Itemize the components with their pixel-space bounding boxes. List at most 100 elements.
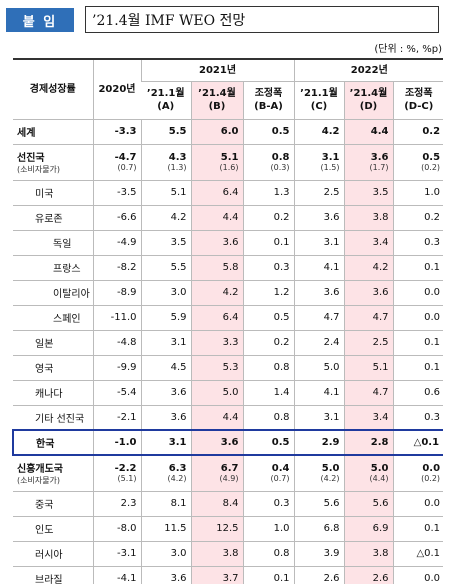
value-cell: 3.3 bbox=[190, 330, 243, 356]
value-cell: 0.0 bbox=[392, 305, 443, 331]
base-year-header: 2020년 bbox=[92, 58, 141, 120]
value-cell: 4.2 bbox=[140, 205, 191, 231]
value-text: 3.6 bbox=[170, 573, 187, 584]
value-text: 6.9 bbox=[372, 523, 389, 534]
value-text: 3.9 bbox=[323, 548, 340, 559]
value-text: 0.3 bbox=[424, 237, 441, 248]
value-text: 5.0 bbox=[321, 463, 340, 475]
row-label-text: 세계 bbox=[17, 128, 36, 139]
value-cell: 5.3 bbox=[190, 355, 243, 381]
row-label: 중국 bbox=[13, 491, 93, 517]
column-header-line: (D) bbox=[359, 101, 378, 112]
value-text: 0.1 bbox=[273, 237, 290, 248]
value-text: 0.5 bbox=[271, 126, 290, 137]
value-text: 0.0 bbox=[424, 287, 441, 298]
value-text: -8.0 bbox=[116, 523, 137, 534]
value-text: 4.1 bbox=[323, 387, 340, 398]
value-cell: 3.8 bbox=[343, 205, 394, 231]
value-text: 4.4 bbox=[222, 411, 239, 423]
value-text: 4.3 bbox=[168, 152, 187, 163]
value-cell: 0.1 bbox=[392, 330, 443, 356]
value-cell: 0.5 bbox=[242, 119, 295, 145]
value-text: 6.0 bbox=[220, 126, 239, 137]
data-row: 영국 -9.9 4.5 5.3 0.8 5.0 5.1 0.1 bbox=[13, 355, 443, 381]
value-cell: 5.9 bbox=[140, 305, 191, 331]
column-header-line: ’21.4월 bbox=[198, 88, 236, 99]
value-text: 0.8 bbox=[271, 152, 290, 163]
value-text: 2.4 bbox=[323, 337, 340, 348]
value-text: 0.5 bbox=[271, 437, 290, 448]
row-label: 일본 bbox=[13, 330, 93, 356]
column-header: ’21.4월 (D) bbox=[343, 81, 394, 120]
value-cell: 5.6 bbox=[343, 491, 394, 517]
header-row: ’21.1월 (A) ’21.4월 (B) 조정폭 (B-A) ’21.1월 (C) ’21.4… bbox=[13, 81, 443, 120]
value-cell: 12.5 bbox=[190, 516, 243, 542]
row-label: 영국 bbox=[13, 355, 93, 381]
value-text: 3.6 bbox=[323, 212, 340, 223]
value-text: 0.1 bbox=[424, 523, 441, 534]
value-cell: 0.2 bbox=[392, 205, 443, 231]
column-header: ’21.1월 (A) bbox=[141, 81, 191, 120]
data-row: 프랑스 -8.2 5.5 5.8 0.3 4.1 4.2 0.1 bbox=[13, 255, 443, 281]
value-text: 2.3 bbox=[120, 498, 137, 509]
value-text: 2.5 bbox=[372, 337, 389, 348]
row-label: 브라질 bbox=[13, 566, 93, 584]
value-cell: 0.6 bbox=[392, 380, 443, 406]
row-label-text: 중국 bbox=[35, 500, 54, 511]
value-cell: -8.2 bbox=[92, 255, 141, 281]
value-note: (4.2) bbox=[320, 474, 340, 484]
value-cell: 0.1 bbox=[392, 516, 443, 542]
value-cell: 3.1 bbox=[293, 230, 345, 256]
column-header: ’21.4월 (B) bbox=[190, 81, 243, 120]
value-cell: 4.2 bbox=[343, 255, 394, 281]
value-cell: 4.1 bbox=[293, 380, 345, 406]
value-cell: 5.6 bbox=[293, 491, 345, 517]
value-text: 0.0 bbox=[424, 312, 441, 323]
row-label: 신흥개도국 (소비자물가) bbox=[13, 455, 93, 492]
header-row: 경제성장률 2020년 2021년 2022년 bbox=[13, 58, 443, 120]
value-text: 0.1 bbox=[424, 337, 441, 348]
value-cell: 4.2 bbox=[190, 280, 243, 306]
value-cell: 0.1 bbox=[392, 255, 443, 281]
value-note: (5.1) bbox=[117, 474, 137, 484]
value-text: 4.2 bbox=[372, 262, 389, 273]
value-cell: -8.0 bbox=[92, 516, 141, 542]
value-cell: -1.0 bbox=[92, 429, 141, 456]
value-text: 0.8 bbox=[273, 362, 290, 373]
value-text: 3.5 bbox=[170, 237, 187, 248]
value-cell: 0.8 bbox=[242, 541, 295, 567]
data-row: 선진국 (소비자물가) -4.7 (0.7) 4.3 (1.3) 5.1 (1.6) 0.8 (0… bbox=[13, 144, 443, 181]
row-label: 러시아 bbox=[13, 541, 93, 567]
row-label: 유로존 bbox=[13, 205, 93, 231]
table-body: 세계 -3.3 5.5 6.0 0.5 4.2 4.4 0.2 선진국 (소비자물가) -4.7 (0… bbox=[12, 119, 443, 584]
value-text: 0.4 bbox=[271, 463, 290, 475]
value-cell: 0.2 bbox=[392, 119, 443, 145]
value-cell: 4.7 bbox=[293, 305, 345, 331]
value-text: 5.0 bbox=[370, 463, 389, 475]
value-cell: 5.8 bbox=[190, 255, 243, 281]
row-label: 프랑스 bbox=[13, 255, 93, 281]
value-text: 6.3 bbox=[168, 463, 187, 475]
value-text: 4.1 bbox=[323, 262, 340, 273]
category-header: 경제성장률 bbox=[13, 58, 93, 120]
value-cell: 0.0 (0.2) bbox=[392, 455, 443, 492]
value-text: 5.6 bbox=[372, 498, 389, 509]
value-cell: -3.3 bbox=[92, 119, 141, 145]
value-cell: 3.1 (1.5) bbox=[293, 144, 345, 181]
value-text: -2.2 bbox=[114, 463, 137, 475]
value-text: 11.5 bbox=[164, 523, 187, 534]
value-cell: -11.0 bbox=[92, 305, 141, 331]
value-text: 4.7 bbox=[323, 312, 340, 323]
value-cell: 3.9 bbox=[293, 541, 345, 567]
value-cell: -4.7 (0.7) bbox=[92, 144, 141, 181]
unit-note: (단위 : %, %p) bbox=[374, 44, 442, 55]
value-cell: 6.9 bbox=[343, 516, 394, 542]
column-header-line: 조정폭 bbox=[254, 88, 283, 99]
value-cell: 3.6 bbox=[190, 230, 243, 256]
column-header-line: (D-C) bbox=[404, 101, 434, 112]
value-text: 3.6 bbox=[220, 437, 239, 448]
value-text: 0.1 bbox=[424, 262, 441, 273]
value-text: 0.2 bbox=[422, 126, 441, 137]
value-cell: -6.6 bbox=[92, 205, 141, 231]
value-text: 3.0 bbox=[170, 287, 187, 298]
